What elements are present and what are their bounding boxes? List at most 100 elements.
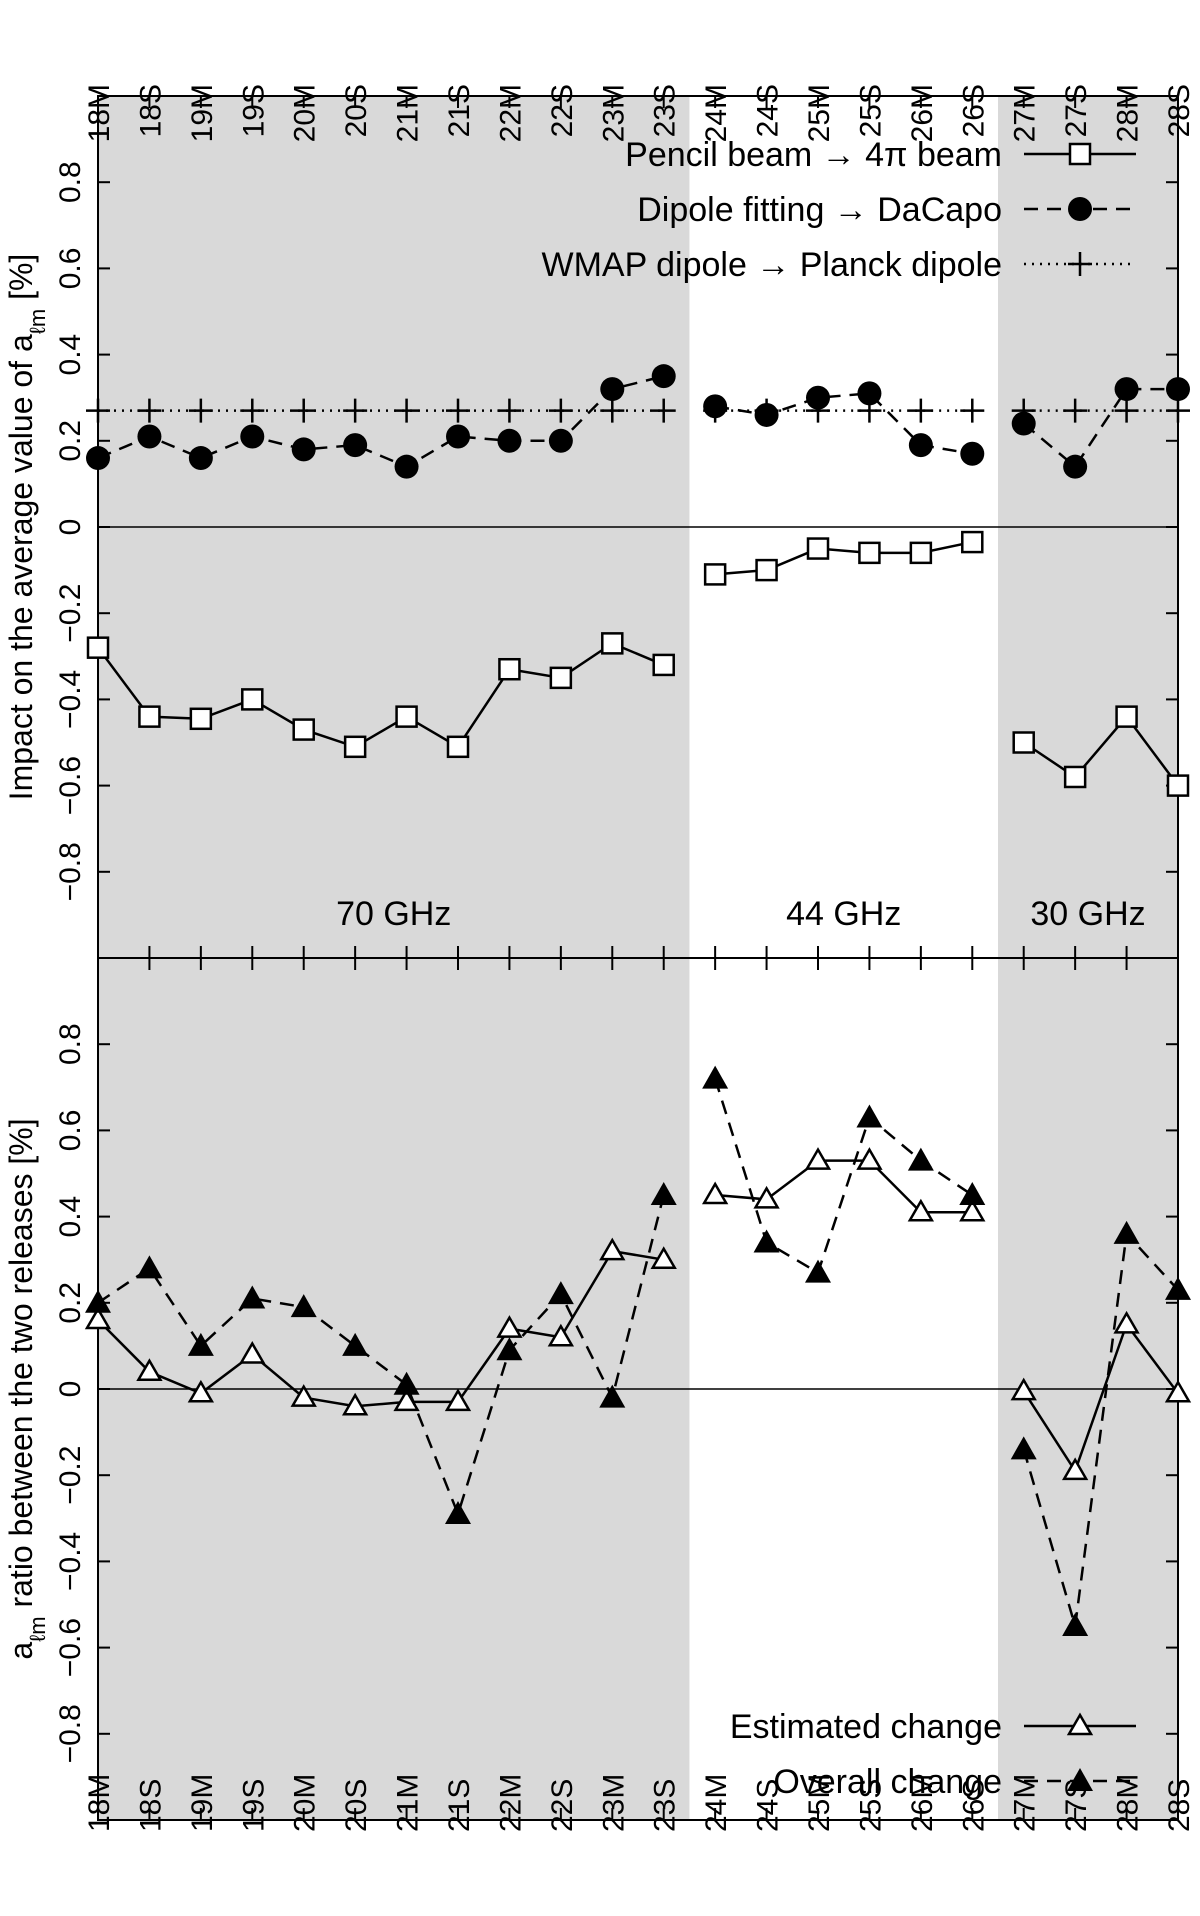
filled-triangle-marker [187, 1332, 214, 1356]
open-triangle-marker [290, 1384, 317, 1407]
open-square-marker [961, 530, 984, 554]
open-triangle-marker [1061, 1457, 1089, 1481]
y-tick-label: 0 [54, 1381, 87, 1398]
open-triangle-marker [444, 1388, 472, 1412]
panel-top: −0.8 −0.6 −0.4 −0.2 0 0.2 0.4 0.6 0.8 Impact on t… [3, 96, 1190, 958]
filled-circle-marker [1068, 197, 1092, 221]
open-triangle-marker [341, 1392, 369, 1416]
series-line [1022, 1321, 1180, 1474]
filled-triangle-marker [907, 1147, 934, 1171]
legend-entry: Estimated change [730, 1708, 1136, 1746]
filled-circle-marker [1166, 377, 1190, 402]
band-label: 44 GHz [786, 895, 901, 933]
x-tick-label-top: 27M [1009, 84, 1042, 142]
y-tick-label: −0.4 [54, 670, 87, 729]
plus-marker [1011, 398, 1036, 423]
filled-circle-marker [188, 446, 213, 471]
x-tick-label-top: 22S [546, 84, 579, 137]
series-line [713, 1078, 973, 1275]
filled-circle-marker [857, 381, 882, 406]
y-tick-label: 0.2 [54, 1282, 87, 1324]
series-line [1022, 1231, 1179, 1627]
x-tick-label-top: 18M [83, 84, 116, 142]
plus-marker [291, 398, 316, 423]
open-square-marker [1115, 705, 1138, 728]
y-tick-label: 0.8 [54, 1023, 87, 1065]
open-triangle-marker [1010, 1377, 1037, 1401]
x-tick-label-bottom: 28M [1112, 1774, 1145, 1832]
x-tick-label-bottom: 24M [700, 1774, 733, 1832]
open-square-marker [703, 563, 727, 586]
y-axis-label-suffix: ratio between the two releases [%] [3, 1118, 39, 1616]
filled-triangle-marker [702, 1065, 729, 1089]
legend-label: Estimated change [730, 1708, 1002, 1746]
open-triangle-marker [959, 1198, 986, 1222]
filled-triangle-marker [136, 1255, 163, 1279]
plus-marker [600, 398, 625, 423]
y-axis-label-subscript: ℓm [25, 1616, 50, 1641]
open-square-marker [1012, 731, 1035, 754]
y-axis-label-suffix: [%] [3, 254, 39, 309]
plus-marker [703, 398, 728, 423]
x-tick-label-top: 27S [1060, 84, 1093, 137]
series-top-3 [86, 398, 1190, 423]
y-tick-label: −0.8 [54, 1704, 87, 1763]
filled-circle-marker [600, 377, 625, 402]
filled-triangle-marker [445, 1500, 471, 1524]
x-tick-label-top: 19S [237, 84, 270, 137]
plus-marker [497, 398, 522, 423]
plus-marker [343, 398, 368, 423]
y-axis-label-main: Impact on the average value of a [3, 334, 39, 800]
open-triangle-marker [701, 1181, 729, 1205]
open-square-marker [755, 558, 778, 582]
y-tick-label: 0.4 [54, 1196, 87, 1238]
series-line [715, 540, 973, 576]
legend-label: Pencil beam → 4π beam [625, 136, 1002, 174]
x-tick-label-bottom: 21M [392, 1774, 425, 1832]
filled-circle-marker [1063, 454, 1088, 479]
plus-marker [446, 398, 470, 423]
plus-marker [1068, 252, 1092, 276]
plus-marker [857, 398, 882, 423]
series-bottom-1 [84, 1147, 1192, 1481]
y-tick-label: −0.4 [54, 1532, 87, 1591]
plus-marker [754, 398, 779, 423]
y-tick-label: −0.2 [54, 1446, 87, 1505]
open-triangle-marker [136, 1358, 163, 1382]
chart-panels: −0.8 −0.6 −0.4 −0.2 0 0.2 0.4 0.6 0.8 Impact on t… [3, 96, 1192, 1820]
series-top-1 [86, 530, 1190, 797]
legend-entry: Overall change [773, 1763, 1136, 1801]
x-tick-label-top: 21M [392, 84, 425, 142]
open-square-marker [446, 735, 470, 759]
filled-circle-marker [291, 437, 316, 462]
y-tick-label: −0.2 [54, 584, 87, 643]
legend-entry: Dipole fitting → DaCapo [637, 191, 1136, 229]
filled-triangle-marker [393, 1371, 420, 1395]
filled-triangle-marker [805, 1259, 831, 1283]
series-line [97, 1194, 665, 1518]
open-triangle-marker [496, 1315, 523, 1338]
panel-bottom: −0.8 −0.6 −0.4 −0.2 0 0.2 0.4 0.6 0.8 aℓm ratio b… [3, 958, 1192, 1820]
x-tick-label-top: 28S [1163, 84, 1196, 137]
filled-circle-marker [343, 433, 368, 458]
x-tick-label-bottom: 24S [752, 1779, 785, 1832]
x-tick-label-bottom: 21S [443, 1779, 476, 1832]
filled-circle-marker [446, 424, 470, 449]
x-tick-label-top: 19M [186, 84, 219, 142]
x-tick-label-top: 22M [494, 84, 527, 142]
x-tick-label-bottom: 26S [957, 1779, 990, 1832]
series-top-2 [86, 364, 1190, 479]
filled-triangle-marker [650, 1182, 677, 1206]
open-triangle-marker [804, 1147, 832, 1170]
x-tick-label-top: 25S [854, 84, 887, 137]
plus-marker [394, 398, 419, 423]
open-triangle-marker [84, 1306, 112, 1330]
x-tick-label-bottom: 23S [649, 1779, 682, 1832]
y-axis-label: aℓm ratio between the two releases [%] [3, 1118, 50, 1659]
open-triangle-marker [1113, 1310, 1140, 1334]
open-triangle-marker [547, 1323, 575, 1347]
y-tick-label: 0.2 [54, 420, 87, 462]
open-square-marker [549, 666, 573, 690]
x-tick-label-top: 21S [443, 84, 476, 137]
